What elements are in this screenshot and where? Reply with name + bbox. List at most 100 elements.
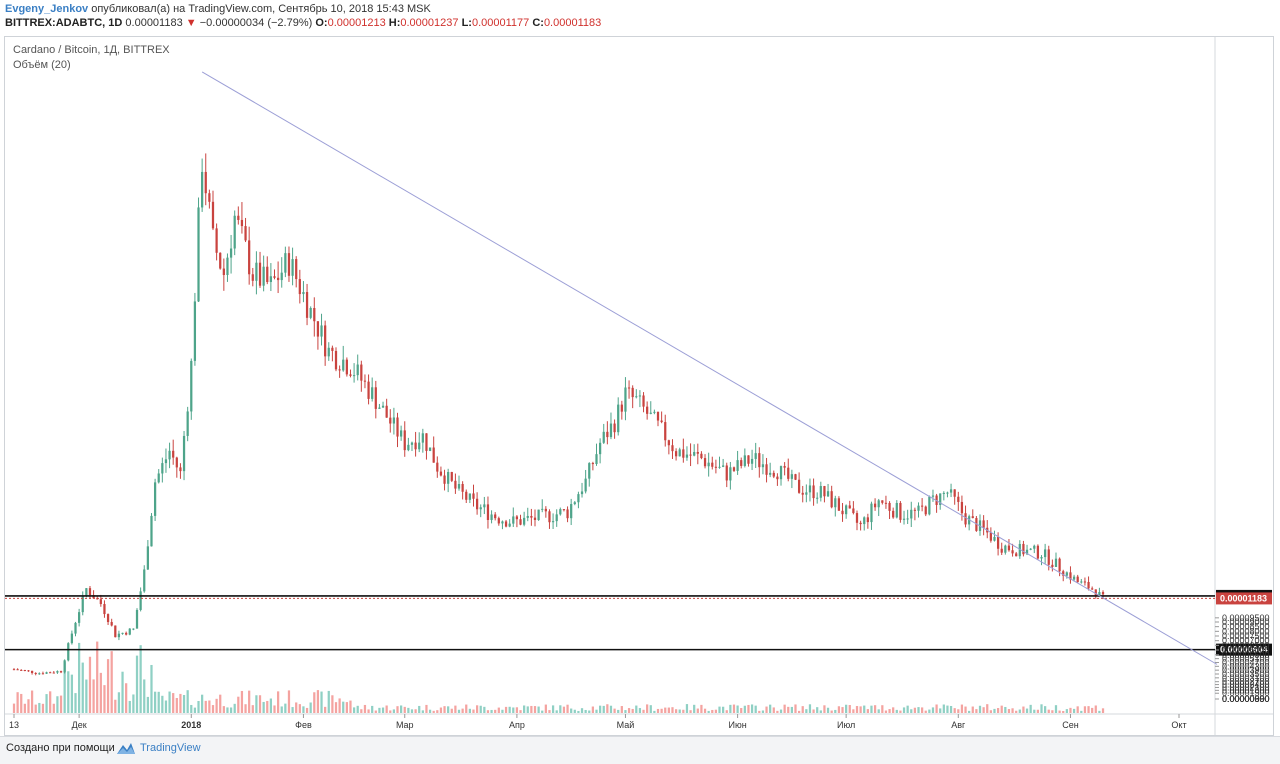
volume-bar: [638, 708, 642, 713]
volume-bar: [1080, 710, 1083, 713]
tradingview-logo-icon[interactable]: [116, 740, 136, 756]
volume-bar: [895, 709, 898, 713]
volume-bar: [175, 698, 178, 713]
volume-bar: [548, 710, 551, 713]
candle-body: [703, 458, 707, 467]
candle-body: [1091, 588, 1094, 590]
candle-body: [1025, 549, 1029, 555]
volume-bar: [186, 690, 189, 713]
volume-bar: [450, 708, 453, 713]
candle-body: [266, 266, 269, 283]
candle-body: [432, 447, 435, 463]
volume-bar: [88, 656, 92, 713]
volume-bar: [682, 709, 685, 713]
volume-bar: [754, 705, 757, 713]
candle-body: [736, 460, 739, 471]
candle-body: [193, 301, 197, 361]
candle-body: [172, 450, 175, 458]
volume-bar: [703, 708, 707, 713]
price-tick-label: 0.00007000: [1222, 636, 1270, 646]
candle-body: [16, 669, 19, 671]
volume-bar: [121, 671, 124, 713]
volume-bar: [588, 710, 591, 713]
candle-body: [150, 515, 153, 547]
candle-body: [157, 473, 160, 483]
candle-body: [226, 257, 229, 276]
volume-bar: [266, 700, 269, 713]
volume-bar: [457, 709, 461, 713]
candle-body: [1047, 549, 1050, 565]
candle-body: [859, 522, 862, 525]
volume-bar: [103, 685, 106, 713]
candle-body: [273, 276, 276, 278]
volume-bar: [653, 710, 656, 713]
author-link[interactable]: Evgeny_Jenkov: [5, 3, 89, 15]
volume-bar: [157, 691, 160, 713]
time-tick-label: Июн: [729, 720, 747, 730]
time-tick-label: Май: [617, 720, 635, 730]
candle-body: [461, 483, 464, 492]
candle-body: [819, 486, 822, 498]
candle-body: [63, 660, 66, 673]
candle-body: [443, 475, 446, 484]
candle-body: [949, 489, 953, 493]
candle-body: [139, 591, 142, 610]
candle-body: [1040, 557, 1043, 559]
volume-bar: [765, 706, 768, 713]
volume-bar: [747, 704, 750, 713]
price-tick-label: 0.00001800: [1222, 685, 1270, 695]
candle-body: [208, 193, 211, 202]
volume-bar: [172, 693, 175, 713]
candle-body: [881, 500, 884, 503]
candle-body: [899, 502, 902, 520]
volume-bar: [465, 704, 468, 713]
high-label: H:: [388, 17, 401, 29]
volume-bar: [179, 693, 182, 713]
candle-body: [385, 405, 388, 418]
candle-body: [215, 228, 218, 253]
candle-body: [667, 440, 670, 446]
candle-body: [707, 462, 710, 467]
candle-body: [548, 511, 551, 523]
volume-bar: [649, 705, 652, 713]
volume-bar: [769, 704, 772, 713]
candle-body: [852, 508, 855, 514]
volume-bar: [577, 710, 580, 713]
volume-bar: [349, 700, 352, 713]
candle-body: [78, 612, 81, 623]
symbol-label: BITTREX:ADABTC, 1D: [5, 17, 123, 29]
candle-body: [743, 455, 746, 466]
candle-body: [1101, 592, 1105, 595]
candle-body: [472, 493, 475, 499]
candle-body: [494, 514, 497, 519]
candle-body: [309, 308, 312, 318]
candle-body: [320, 325, 323, 337]
volume-bar: [664, 707, 667, 713]
volume-bar: [693, 704, 696, 713]
low-value: 0.00001177: [471, 17, 530, 29]
candle-body: [363, 380, 367, 382]
volume-bar: [555, 710, 558, 713]
candle-body: [913, 509, 917, 511]
candle-body: [146, 546, 149, 570]
candle-body: [345, 359, 348, 375]
candle-body: [566, 509, 569, 519]
volume-bar: [106, 659, 110, 713]
volume-bar: [447, 706, 450, 713]
volume-bar: [443, 706, 446, 713]
volume-bar: [153, 691, 157, 713]
volume-bar: [146, 696, 149, 713]
candle-body: [45, 672, 48, 674]
low-label: L:: [461, 17, 472, 29]
candle-body: [237, 215, 240, 220]
candle-body: [920, 505, 924, 507]
close-label: C:: [532, 17, 544, 29]
volume-bar: [685, 704, 689, 713]
volume-bar: [946, 705, 949, 713]
candle-body: [38, 673, 41, 675]
tradingview-link[interactable]: TradingView: [140, 742, 201, 754]
volume-bar: [906, 705, 909, 713]
volume-bar: [222, 706, 225, 713]
